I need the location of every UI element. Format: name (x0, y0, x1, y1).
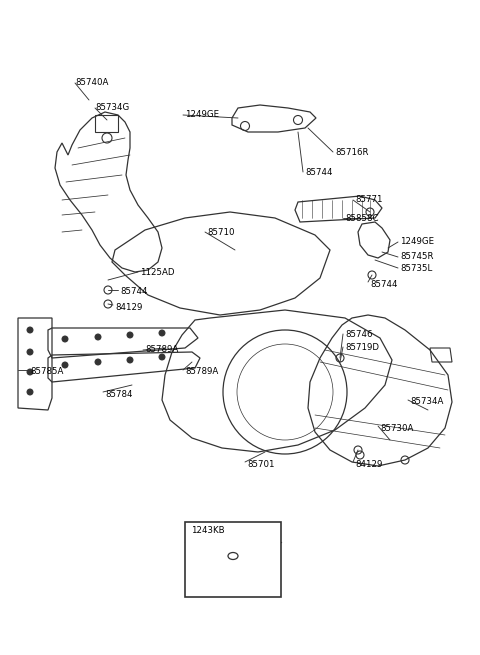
Text: 85735L: 85735L (400, 264, 432, 273)
Text: 85744: 85744 (305, 168, 333, 177)
Text: 85734G: 85734G (95, 103, 129, 112)
Text: 85734A: 85734A (410, 397, 444, 406)
Text: 85745R: 85745R (400, 252, 433, 261)
Text: 85789A: 85789A (145, 345, 178, 354)
Text: 1243KB: 1243KB (191, 526, 225, 535)
Circle shape (127, 332, 133, 338)
Text: 84129: 84129 (355, 460, 383, 469)
Text: 85784: 85784 (105, 390, 132, 399)
Text: 85789A: 85789A (185, 367, 218, 376)
Circle shape (27, 389, 33, 395)
Circle shape (27, 349, 33, 355)
Text: 1243KB: 1243KB (193, 530, 227, 539)
Text: 85744: 85744 (370, 280, 397, 289)
Circle shape (62, 362, 68, 368)
Circle shape (95, 334, 101, 340)
Circle shape (62, 336, 68, 342)
Text: 85771: 85771 (355, 195, 383, 204)
Circle shape (27, 327, 33, 333)
Circle shape (95, 359, 101, 365)
Text: 1249GE: 1249GE (400, 237, 434, 246)
Text: 85719D: 85719D (345, 343, 379, 352)
Text: 85730A: 85730A (380, 424, 413, 433)
Text: 84129: 84129 (115, 303, 143, 312)
Bar (185, 522, 281, 597)
Text: 85740A: 85740A (75, 78, 108, 87)
Text: 85716R: 85716R (335, 148, 369, 157)
Circle shape (127, 357, 133, 363)
Text: 85858C: 85858C (345, 214, 379, 223)
Text: 85710: 85710 (207, 228, 235, 237)
Text: 85785A: 85785A (30, 367, 63, 376)
Text: 85744: 85744 (120, 287, 147, 296)
Text: 1249GE: 1249GE (185, 110, 219, 119)
Circle shape (159, 354, 165, 360)
Circle shape (159, 330, 165, 336)
Circle shape (27, 369, 33, 375)
Text: 85701: 85701 (247, 460, 275, 469)
Text: 85746: 85746 (345, 330, 372, 339)
Text: 1125AD: 1125AD (140, 268, 175, 277)
